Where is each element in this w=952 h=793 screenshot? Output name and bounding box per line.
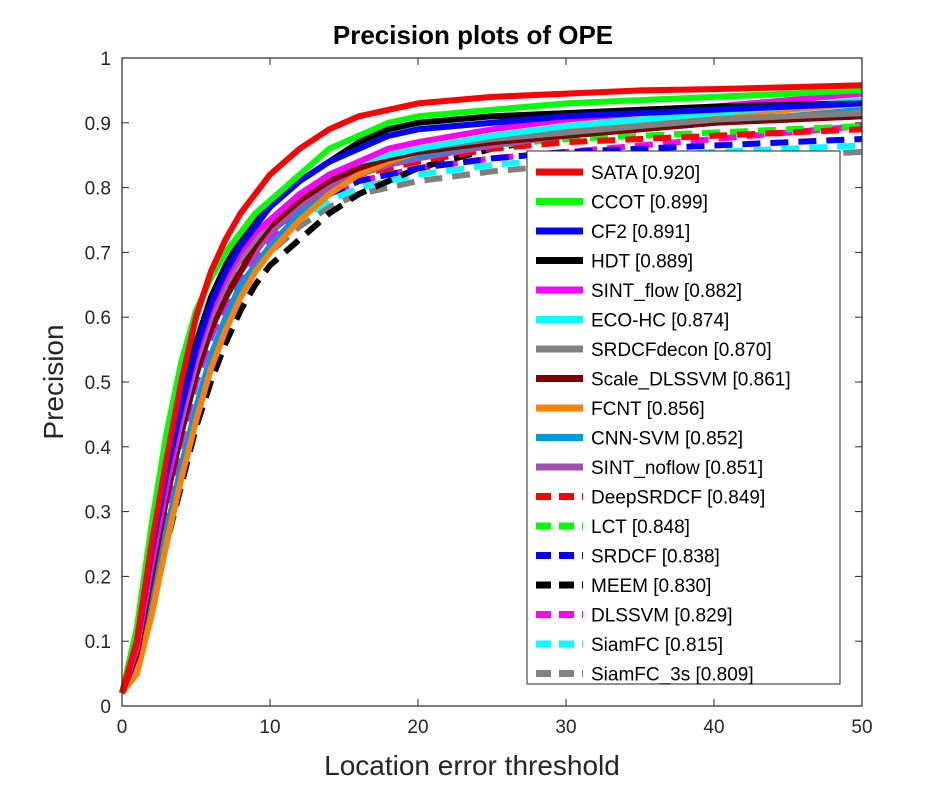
- y-tick-label: 0.3: [85, 503, 111, 524]
- y-tick-label: 0.7: [85, 243, 111, 264]
- legend-label: CNN-SVM [0.852]: [591, 429, 743, 450]
- legend-items: SATA [0.920] CCOT [0.899] CF2 [0.891] HDT […: [536, 163, 791, 686]
- axis-layer: 0 10 20 30 40 50 0 0.1 0.2 0.3 0.4 0.5 0.6 0.7 0.8 0.9 1: [85, 49, 873, 738]
- legend-label: SINT_flow [0.882]: [591, 281, 742, 302]
- legend-label: HDT [0.889]: [591, 252, 693, 273]
- legend-label: SRDCF [0.838]: [591, 547, 720, 568]
- y-tick-label: 0.5: [85, 373, 111, 394]
- legend-label: DeepSRDCF [0.849]: [591, 488, 765, 509]
- x-axis-title: Location error threshold: [324, 750, 620, 781]
- y-tick-label: 0.2: [85, 567, 111, 588]
- series-line-fcnt: [119, 100, 863, 695]
- y-tick-label: 0: [100, 697, 111, 718]
- y-axis-title: Precision: [38, 324, 69, 439]
- x-tick-label: 30: [555, 717, 576, 738]
- legend-label: DLSSVM [0.829]: [591, 606, 733, 627]
- legend-label: FCNT [0.856]: [591, 399, 705, 420]
- legend-label: SATA [0.920]: [591, 163, 700, 184]
- legend-label: SiamFC [0.815]: [591, 635, 723, 656]
- y-tick-label: 0.1: [85, 632, 111, 653]
- series-layer: [119, 82, 863, 695]
- series-line-sata: [119, 82, 863, 694]
- y-tick-label: 0.4: [85, 438, 112, 459]
- legend-label: LCT [0.848]: [591, 517, 690, 538]
- y-tick-label: 0.8: [85, 179, 111, 200]
- legend-label: MEEM [0.830]: [591, 576, 711, 597]
- legend-label: SINT_noflow [0.851]: [591, 458, 763, 479]
- legend-label: SiamFC_3s [0.809]: [591, 665, 754, 686]
- legend-label: CF2 [0.891]: [591, 222, 690, 243]
- x-tick-label: 0: [117, 717, 128, 738]
- x-tick-label: 20: [407, 717, 428, 738]
- legend: SATA [0.920] CCOT [0.899] CF2 [0.891] HDT […: [526, 150, 841, 686]
- x-tick-label: 50: [851, 717, 872, 738]
- legend-label: ECO-HC [0.874]: [591, 311, 729, 332]
- legend-box: [526, 150, 841, 685]
- series-line-cf2: [119, 100, 863, 694]
- y-tick-label: 0.6: [85, 308, 111, 329]
- y-tick-label: 0.9: [85, 114, 111, 135]
- legend-label: CCOT [0.899]: [591, 193, 708, 214]
- x-tick-label: 10: [259, 717, 280, 738]
- series-line-ccot: [119, 87, 863, 694]
- x-tick-label: 40: [703, 717, 724, 738]
- legend-label: Scale_DLSSVM [0.861]: [591, 370, 791, 391]
- y-tick-label: 1: [100, 49, 111, 70]
- series-line-lct: [119, 123, 863, 694]
- legend-label: SRDCFdecon [0.870]: [591, 340, 772, 361]
- chart-title: Precision plots of OPE: [333, 20, 613, 50]
